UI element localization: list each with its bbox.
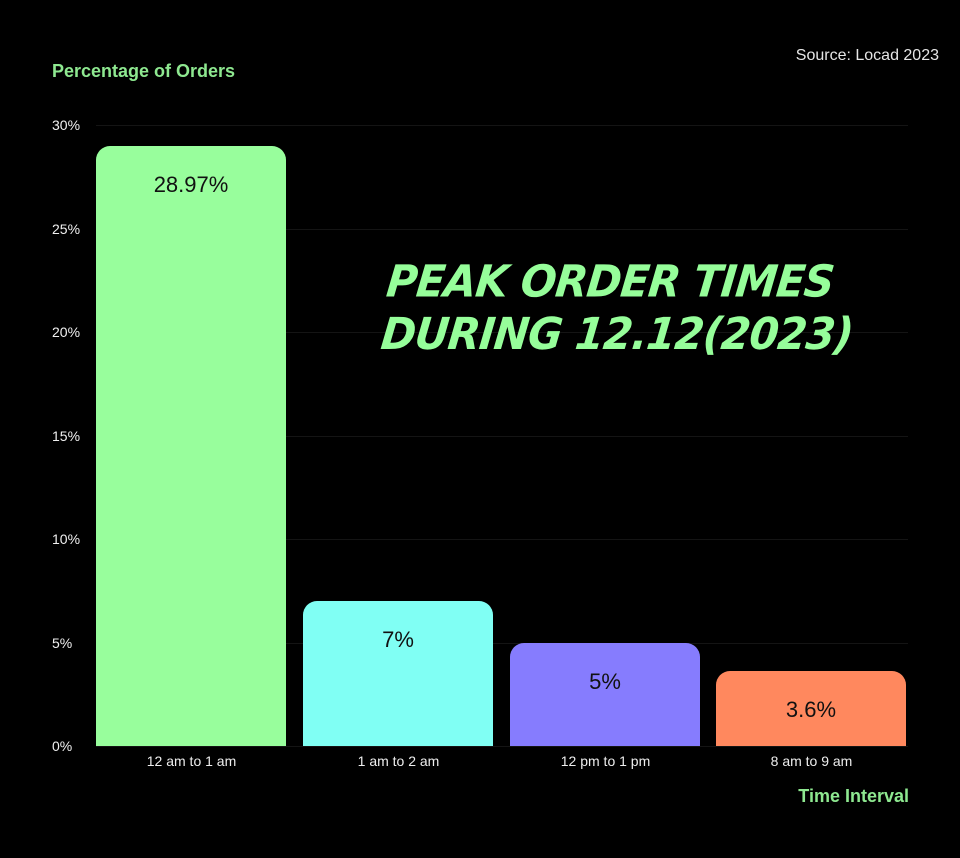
bar: 28.97% xyxy=(96,146,286,746)
y-tick-label: 20% xyxy=(52,324,81,340)
bar-value-label: 3.6% xyxy=(785,697,837,723)
x-tick-label: 12 pm to 1 pm xyxy=(560,753,651,769)
title-line-2: DURING 12.12(2023) xyxy=(378,308,856,360)
gridline xyxy=(96,332,908,333)
bar-value-label: 28.97% xyxy=(153,172,229,198)
y-tick-label: 25% xyxy=(52,220,81,237)
gridline xyxy=(96,228,908,230)
y-tick-label: 10% xyxy=(52,531,81,547)
y-tick-label: 30% xyxy=(52,117,81,133)
chart-title: PEAK ORDER TIMES DURING 12.12(2023) xyxy=(378,256,860,361)
title-line-1: PEAK ORDER TIMES xyxy=(384,255,837,307)
x-tick-label: 1 am to 2 am xyxy=(357,753,440,769)
x-tick-label: 12 am to 1 am xyxy=(146,753,237,769)
bar: 3.6% xyxy=(716,671,906,746)
x-axis-label: Time Interval xyxy=(798,786,909,806)
source-note: Source: Locad 2023 xyxy=(795,47,939,64)
gridline xyxy=(96,539,908,540)
bar-value-label: 7% xyxy=(382,627,414,653)
x-tick-label: 8 am to 9 am xyxy=(770,753,853,769)
bar: 7% xyxy=(303,601,493,746)
gridline xyxy=(96,642,908,644)
y-tick-label: 0% xyxy=(52,738,73,754)
gridline xyxy=(96,435,908,437)
y-axis-label: Percentage of Orders xyxy=(52,61,236,81)
y-tick-label: 15% xyxy=(52,427,81,444)
gridline xyxy=(96,125,908,126)
bar: 5% xyxy=(510,642,700,746)
gridline xyxy=(96,746,908,747)
y-tick-label: 5% xyxy=(52,634,73,651)
bar-value-label: 5% xyxy=(589,668,621,694)
